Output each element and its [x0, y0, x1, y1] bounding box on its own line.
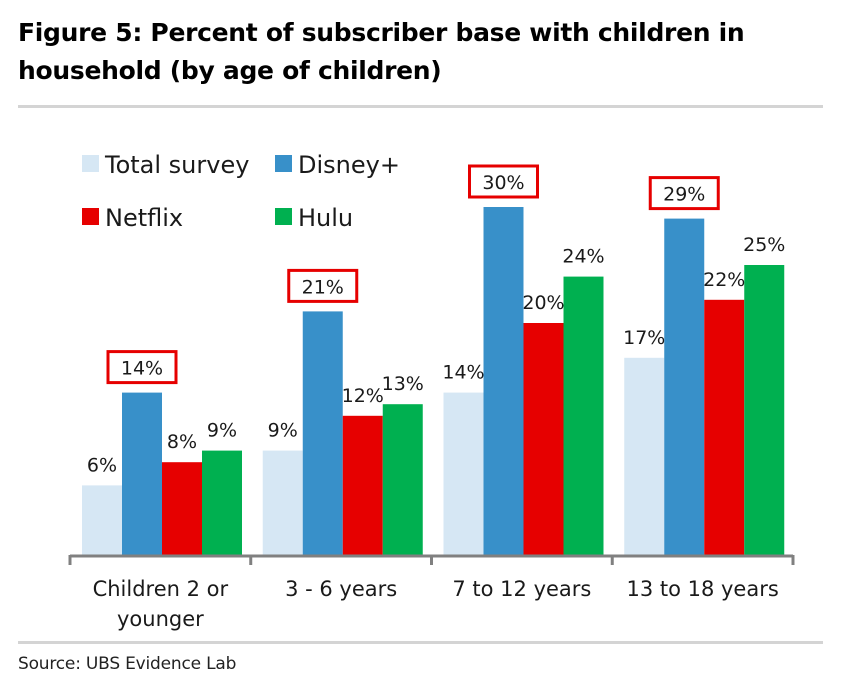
bar-netflix-1 — [162, 462, 202, 555]
highlight-box-1 — [106, 350, 178, 385]
category-label-4: 13 to 18 years — [626, 577, 778, 601]
source-note: Source: UBS Evidence Lab — [18, 654, 237, 674]
bars: 6% 14% 8% 9% 9% 21% 12%13% 14% 30% 20% 24% 17% 29% 22… — [82, 164, 785, 555]
bar-disney-3 — [483, 207, 524, 555]
category-label-3: 7 to 12 years — [452, 577, 591, 601]
bar-hulu-1 — [202, 450, 242, 555]
bottom-divider — [18, 641, 823, 644]
category-label-1-line-1: Children 2 or — [93, 577, 229, 601]
value-label-total-survey-4: 17% — [623, 327, 665, 349]
value-label-netflix-4: 22% — [703, 269, 745, 291]
bar-disney-1 — [122, 392, 162, 555]
top-divider — [18, 105, 823, 108]
legend-swatch-hulu — [275, 208, 292, 225]
value-label-hulu-1: 9% — [207, 420, 237, 442]
bar-hulu-2 — [382, 404, 423, 555]
category-label-2: 3 - 6 years — [285, 577, 397, 601]
value-label-hulu-2: 13% — [382, 373, 424, 395]
value-label-hulu-4: 25% — [743, 234, 785, 256]
chart-title-line-2: household (by age of children) — [18, 56, 442, 85]
bar-total-survey-2 — [262, 450, 303, 555]
value-label-netflix-3: 20% — [522, 292, 564, 314]
legend-swatch-disney — [275, 155, 292, 172]
bar-netflix-3 — [523, 323, 564, 555]
legend-label-disney: Disney+ — [298, 151, 400, 179]
bar-disney-4 — [664, 218, 705, 555]
highlight-box-4 — [648, 176, 720, 211]
value-label-netflix-2: 12% — [342, 385, 384, 407]
chart-title: Figure 5: Percent of subscriber base wit… — [18, 14, 818, 90]
highlight-box-3 — [468, 164, 539, 199]
bar-total-survey-3 — [443, 392, 484, 555]
bar-disney-2 — [302, 311, 343, 555]
chart-title-line-1: Figure 5: Percent of subscriber base wit… — [18, 18, 745, 47]
value-label-disney-2: 21% — [302, 276, 344, 298]
category-label-1-line-2: younger — [117, 607, 204, 631]
legend: Total survey Disney+ Netflix Hulu — [82, 151, 400, 232]
value-label-disney-3: 30% — [482, 172, 524, 194]
x-axis: Children 2 or younger 3 - 6 years 7 to 12 y… — [68, 554, 795, 631]
highlight-box-2 — [287, 268, 359, 303]
value-label-disney-1: 14% — [121, 358, 163, 380]
legend-swatch-netflix — [82, 208, 99, 225]
value-label-total-survey-3: 14% — [442, 362, 484, 384]
bar-hulu-4 — [744, 265, 785, 555]
bar-netflix-2 — [342, 415, 383, 555]
legend-label-total-survey: Total survey — [104, 151, 249, 179]
value-label-netflix-1: 8% — [167, 431, 197, 453]
value-label-hulu-3: 24% — [562, 246, 604, 268]
bar-total-survey-1 — [82, 485, 122, 555]
value-label-total-survey-2: 9% — [268, 420, 298, 442]
bar-netflix-4 — [704, 299, 745, 555]
legend-swatch-total-survey — [82, 155, 99, 172]
bar-hulu-3 — [563, 276, 604, 555]
value-label-disney-4: 29% — [663, 184, 705, 206]
bar-total-survey-4 — [624, 357, 665, 555]
value-label-total-survey-1: 6% — [87, 454, 117, 476]
legend-label-hulu: Hulu — [298, 204, 353, 232]
legend-label-netflix: Netflix — [105, 204, 183, 232]
